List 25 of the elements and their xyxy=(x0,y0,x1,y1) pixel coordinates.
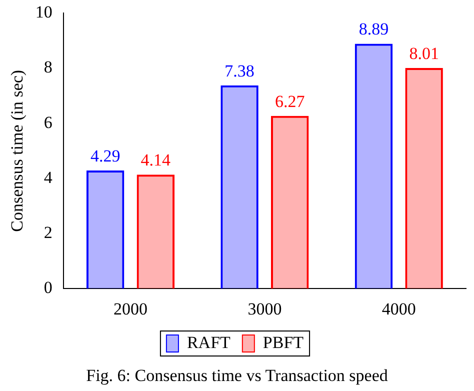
data-label: 8.01 xyxy=(409,44,439,63)
data-label: 7.38 xyxy=(224,61,254,80)
x-tick-label: 3000 xyxy=(248,299,282,318)
bar xyxy=(270,116,309,289)
bar xyxy=(220,85,258,289)
y-tick-label: 4 xyxy=(44,168,53,187)
data-label: 4.29 xyxy=(90,146,120,166)
x-tick-label: 2000 xyxy=(114,299,148,318)
y-tick-label: 8 xyxy=(44,58,52,77)
y-tick-label: 2 xyxy=(44,222,52,242)
y-tick-label: 0 xyxy=(44,278,52,298)
y-tick-label: 6 xyxy=(44,112,52,132)
x-tick-label: 4000 xyxy=(382,299,416,318)
data-label: 4.14 xyxy=(140,150,172,170)
bar xyxy=(354,44,393,289)
y-tick-label: 10 xyxy=(35,2,52,22)
caption: Fig. 6: Consensus time vs Transaction speed xyxy=(85,366,389,386)
data-label: 6.27 xyxy=(274,92,306,111)
y-axis-title: Consensus time (in sec) xyxy=(8,70,27,232)
bar xyxy=(136,174,175,289)
legend-label: RAFT xyxy=(186,332,232,352)
data-label: 8.89 xyxy=(358,20,389,39)
legend-label: PBFT xyxy=(262,332,304,352)
bar xyxy=(405,68,443,289)
bar xyxy=(86,170,124,289)
